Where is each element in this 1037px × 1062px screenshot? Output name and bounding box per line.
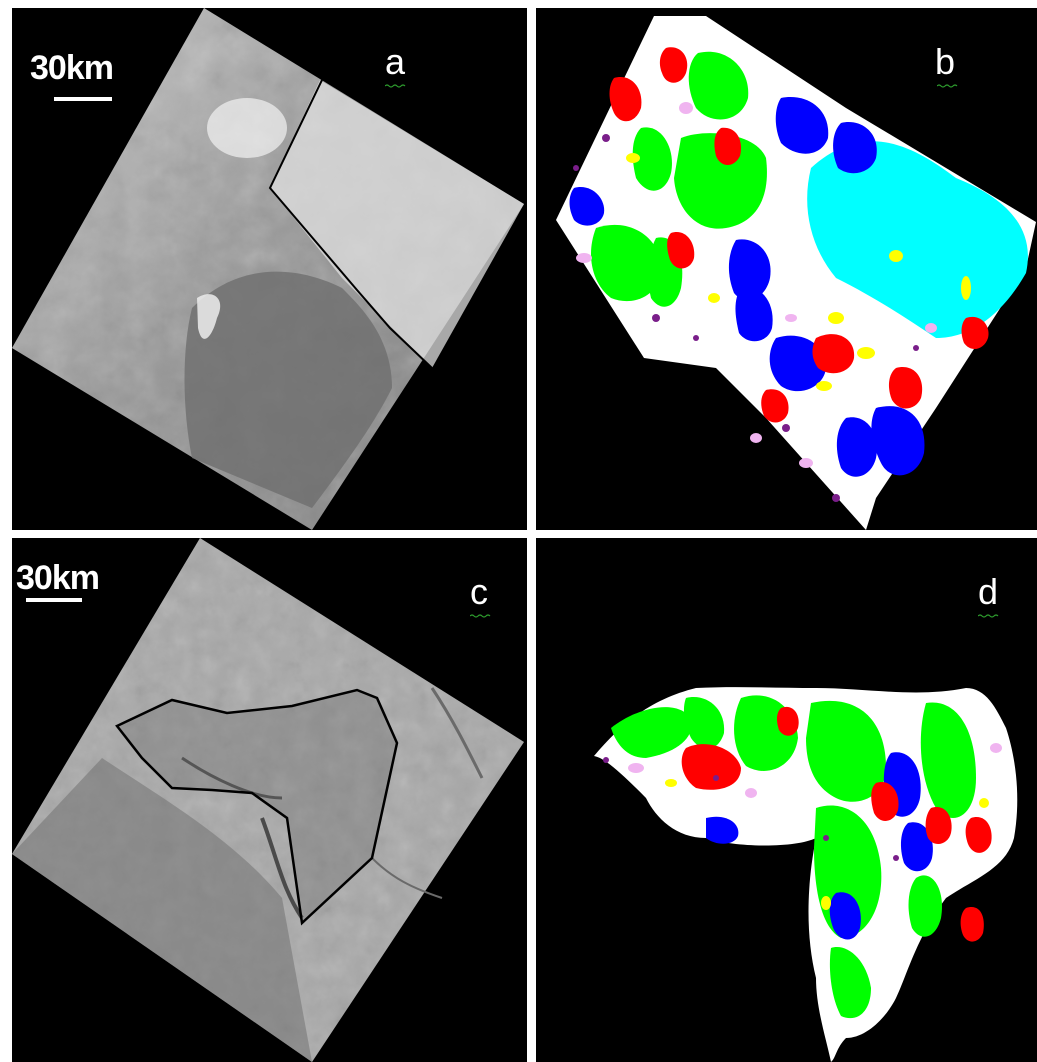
- panel-label-d: d: [978, 571, 999, 612]
- floe-pink: [679, 102, 693, 114]
- satellite-image-c: [12, 538, 524, 1062]
- floe-green: [683, 697, 725, 749]
- panel-label-a: a: [385, 41, 406, 82]
- scale-label: 30km: [30, 49, 114, 87]
- floe-green: [632, 127, 672, 191]
- floe-red: [681, 744, 741, 790]
- squiggle-underline: [978, 614, 999, 618]
- floe-green: [674, 133, 767, 229]
- floe-yellow: [816, 381, 832, 391]
- floe-red: [776, 706, 799, 736]
- floe-purple: [602, 134, 610, 142]
- floe-purple: [573, 165, 579, 171]
- floe-pink: [785, 314, 797, 322]
- floe-green: [908, 875, 942, 937]
- floe-green: [829, 947, 871, 1019]
- floe-purple: [913, 345, 919, 351]
- ice-tongue: [197, 294, 221, 339]
- floe-blue: [775, 97, 829, 154]
- floe-pink: [750, 433, 762, 443]
- floe-blue: [836, 417, 877, 477]
- floe-map-b: [556, 16, 1036, 530]
- panel-c: 30km c: [12, 538, 527, 1062]
- floe-red: [871, 782, 899, 821]
- floe-red: [965, 817, 992, 853]
- floe-blue: [735, 287, 773, 342]
- floe-map-d: [594, 687, 1018, 1062]
- floe-pink: [925, 323, 937, 333]
- floe-yellow: [665, 779, 677, 787]
- floe-yellow: [828, 312, 844, 324]
- floe-red: [667, 232, 695, 269]
- scale-bar: [54, 97, 112, 101]
- floe-pink: [799, 458, 813, 468]
- floe-green: [611, 707, 692, 758]
- squiggle-underline: [937, 84, 958, 88]
- scale-label: 30km: [16, 559, 100, 597]
- floe-blue: [728, 239, 771, 301]
- panel-label-b: b: [935, 41, 956, 82]
- floe-cyan-region: [807, 141, 1028, 338]
- floe-purple: [713, 775, 719, 781]
- study-area-boundary: [268, 79, 433, 369]
- floe-blue: [769, 335, 826, 392]
- lead: [430, 687, 484, 779]
- floe-red: [961, 316, 989, 350]
- panel-a: 30km a: [12, 8, 527, 530]
- floe-green: [806, 700, 886, 802]
- floe-red: [960, 907, 984, 942]
- floe-red: [609, 77, 642, 122]
- floe-purple: [823, 835, 829, 841]
- floe-blue: [833, 122, 877, 174]
- scale-bar: [26, 598, 82, 602]
- floe-yellow: [857, 347, 875, 359]
- squiggle-underline: [470, 614, 491, 618]
- floe-blue: [569, 187, 605, 226]
- floe-pink: [576, 253, 592, 263]
- study-area-boundary: [115, 688, 399, 926]
- floe-purple: [782, 424, 790, 432]
- floe-red: [812, 334, 855, 374]
- floe-pink: [745, 788, 757, 798]
- floe-blue: [871, 406, 925, 476]
- dark-cloud-region: [12, 758, 312, 1062]
- lead: [260, 817, 304, 920]
- floe-purple: [832, 494, 840, 502]
- floe-pink: [990, 743, 1002, 753]
- panel-label-c: c: [470, 571, 488, 612]
- panel-d: d: [536, 538, 1037, 1062]
- lead: [181, 756, 283, 800]
- floe-blue: [900, 822, 933, 872]
- floe-yellow: [979, 798, 989, 808]
- floe-red: [714, 127, 742, 165]
- floe-yellow: [821, 896, 831, 910]
- floe-yellow: [626, 153, 640, 163]
- satellite-image-a: [12, 8, 524, 530]
- open-water: [184, 271, 392, 508]
- floe-yellow: [708, 293, 720, 303]
- floe-green: [688, 51, 749, 120]
- floe-green: [591, 224, 662, 302]
- floe-pink: [628, 763, 644, 773]
- panel-b: b: [536, 8, 1037, 530]
- cloud-patch: [207, 98, 287, 158]
- floe-purple: [693, 335, 699, 341]
- floe-purple: [652, 314, 660, 322]
- squiggle-underline: [385, 84, 406, 88]
- floe-red: [925, 807, 952, 845]
- floe-red: [659, 47, 688, 83]
- floe-blue: [706, 816, 739, 844]
- floe-red: [761, 389, 789, 423]
- lead: [371, 857, 443, 899]
- floe-yellow: [961, 276, 971, 300]
- ice-pack: [270, 80, 524, 368]
- floe-blue: [829, 892, 861, 940]
- floe-purple: [893, 855, 899, 861]
- floe-red: [888, 367, 923, 409]
- floe-green: [920, 702, 976, 818]
- floe-yellow: [889, 250, 903, 262]
- floe-purple: [603, 757, 609, 763]
